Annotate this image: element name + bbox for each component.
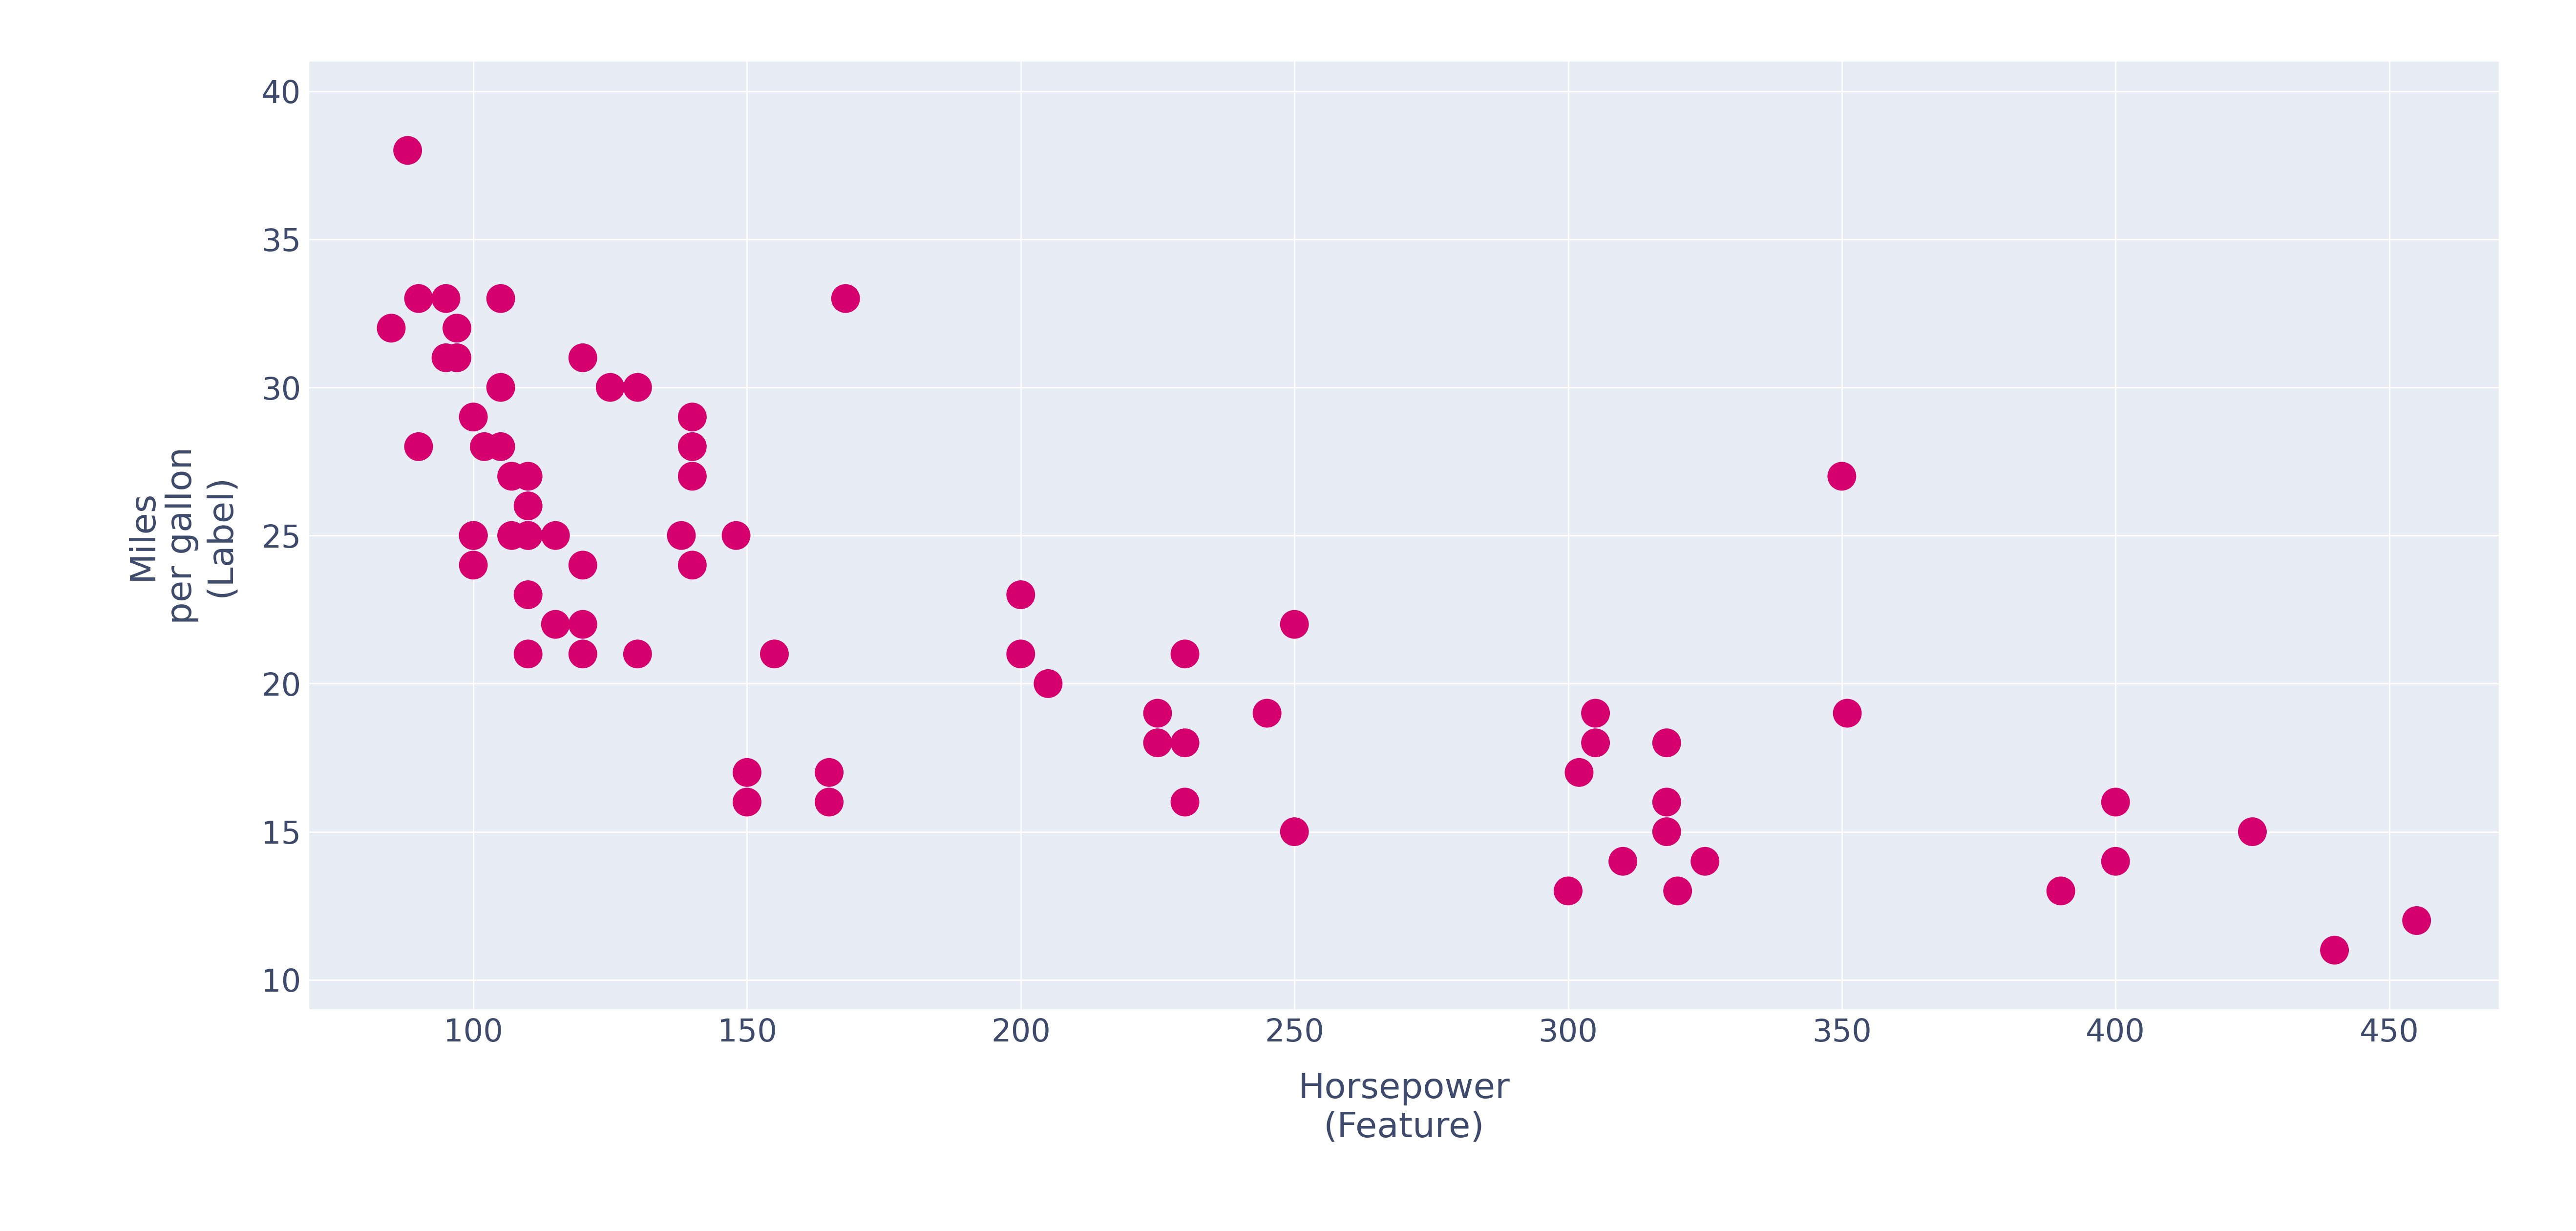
- Point: [672, 467, 714, 486]
- Point: [562, 644, 603, 664]
- Point: [1826, 703, 1868, 723]
- Y-axis label: Miles
per gallon
(Label): Miles per gallon (Label): [126, 447, 237, 624]
- Point: [453, 526, 495, 545]
- X-axis label: Horsepower
(Feature): Horsepower (Feature): [1298, 1072, 1510, 1145]
- Point: [507, 644, 549, 664]
- Point: [672, 437, 714, 457]
- Point: [1164, 644, 1206, 664]
- Point: [492, 526, 533, 545]
- Point: [507, 585, 549, 604]
- Point: [1028, 673, 1069, 693]
- Point: [562, 555, 603, 575]
- Point: [1656, 881, 1698, 901]
- Point: [435, 348, 477, 368]
- Point: [1247, 703, 1288, 723]
- Point: [999, 644, 1041, 664]
- Point: [809, 763, 850, 783]
- Point: [536, 526, 577, 545]
- Point: [371, 319, 412, 339]
- Point: [1273, 614, 1314, 634]
- Point: [659, 526, 701, 545]
- Point: [453, 407, 495, 427]
- Point: [1558, 763, 1600, 783]
- Point: [1164, 732, 1206, 752]
- Point: [536, 614, 577, 634]
- Point: [1273, 822, 1314, 842]
- Point: [492, 467, 533, 486]
- Point: [755, 644, 796, 664]
- Point: [386, 140, 428, 160]
- Point: [2094, 793, 2136, 812]
- Point: [2396, 911, 2437, 931]
- Point: [2231, 822, 2272, 842]
- Point: [590, 378, 631, 398]
- Point: [1646, 732, 1687, 752]
- Point: [562, 348, 603, 368]
- Point: [453, 555, 495, 575]
- Point: [618, 644, 659, 664]
- Point: [618, 378, 659, 398]
- Point: [726, 763, 768, 783]
- Point: [1164, 793, 1206, 812]
- Point: [453, 526, 495, 545]
- Point: [1574, 732, 1615, 752]
- Point: [479, 437, 520, 457]
- Point: [1574, 703, 1615, 723]
- Point: [397, 437, 438, 457]
- Point: [397, 289, 438, 309]
- Point: [672, 407, 714, 427]
- Point: [672, 555, 714, 575]
- Point: [1136, 732, 1177, 752]
- Point: [425, 289, 466, 309]
- Point: [1685, 852, 1726, 872]
- Point: [726, 793, 768, 812]
- Point: [1646, 822, 1687, 842]
- Point: [479, 378, 520, 398]
- Point: [1821, 467, 1862, 486]
- Point: [999, 585, 1041, 604]
- Point: [2313, 940, 2354, 960]
- Point: [1646, 793, 1687, 812]
- Point: [824, 289, 866, 309]
- Point: [464, 437, 505, 457]
- Point: [507, 526, 549, 545]
- Point: [507, 496, 549, 516]
- Point: [425, 348, 466, 368]
- Point: [562, 614, 603, 634]
- Point: [809, 793, 850, 812]
- Point: [2094, 852, 2136, 872]
- Point: [507, 467, 549, 486]
- Point: [1602, 852, 1643, 872]
- Point: [507, 526, 549, 545]
- Point: [716, 526, 757, 545]
- Point: [1548, 881, 1589, 901]
- Point: [479, 289, 520, 309]
- Point: [1136, 703, 1177, 723]
- Point: [2040, 881, 2081, 901]
- Point: [435, 319, 477, 339]
